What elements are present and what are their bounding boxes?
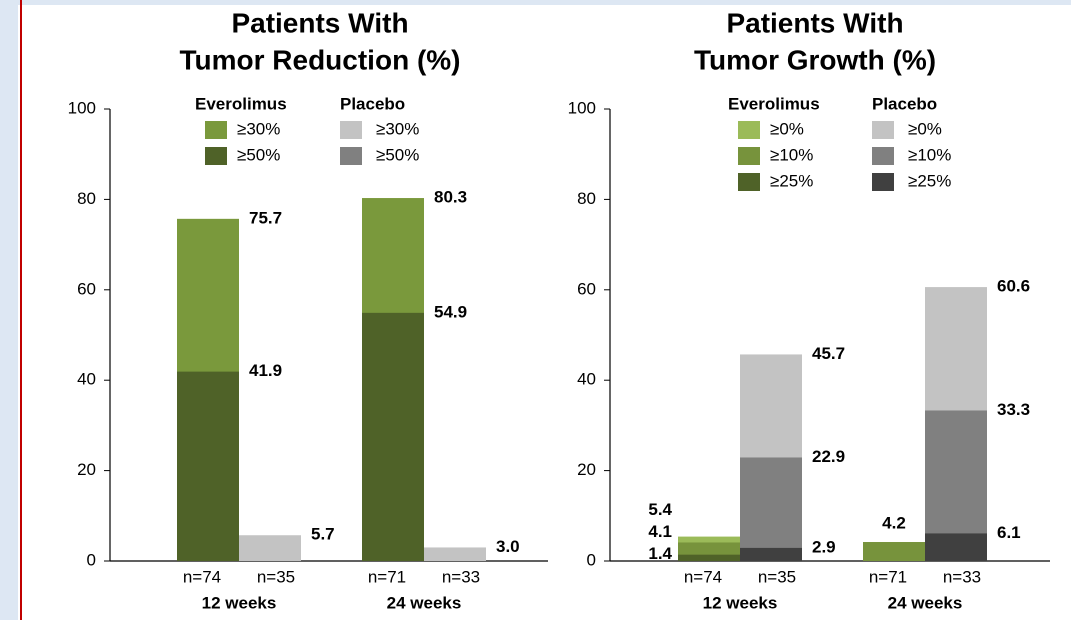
left-border [0, 0, 18, 620]
legend-label: ≥0% [908, 119, 942, 138]
data-label: 60.6 [997, 277, 1030, 296]
legend-swatch [872, 147, 894, 165]
data-label: 5.7 [311, 525, 335, 544]
data-label: 45.7 [812, 344, 845, 363]
data-label: 3.0 [496, 537, 520, 556]
legend-swatch [205, 121, 227, 139]
n-label: n=35 [257, 567, 295, 586]
n-label: n=33 [943, 567, 981, 586]
legend-header: Placebo [872, 94, 937, 113]
data-label: 1.4 [648, 544, 672, 563]
data-label: 54.9 [434, 302, 467, 321]
y-tick-label: 40 [577, 370, 596, 389]
x-category-label: 24 weeks [888, 593, 963, 612]
top-border [0, 0, 1071, 5]
n-label: n=71 [368, 567, 406, 586]
bar [740, 547, 802, 561]
chart-title: Tumor Growth (%) [694, 44, 936, 75]
legend-header: Everolimus [195, 94, 287, 113]
chart-title: Tumor Reduction (%) [179, 44, 460, 75]
data-label: 33.3 [997, 400, 1030, 419]
x-category-label: 12 weeks [202, 593, 277, 612]
data-label: 22.9 [812, 447, 845, 466]
x-category-label: 12 weeks [703, 593, 778, 612]
data-label: 41.9 [249, 361, 282, 380]
data-label: 5.4 [648, 500, 672, 519]
bar [239, 535, 301, 561]
y-tick-label: 20 [77, 460, 96, 479]
n-label: n=33 [442, 567, 480, 586]
legend-swatch [872, 121, 894, 139]
y-tick-label: 0 [587, 550, 596, 569]
legend-label: ≥10% [770, 145, 813, 164]
chart-title: Patients With [231, 7, 408, 38]
y-tick-label: 80 [77, 189, 96, 208]
y-tick-label: 0 [87, 550, 96, 569]
legend-label: ≥0% [770, 119, 804, 138]
legend-label: ≥10% [908, 145, 951, 164]
legend-swatch [738, 147, 760, 165]
data-label: 4.1 [648, 522, 672, 541]
y-tick-label: 100 [568, 98, 596, 117]
bar [863, 542, 925, 561]
legend-label: ≥50% [376, 145, 419, 164]
y-tick-label: 100 [68, 98, 96, 117]
legend-label: ≥50% [237, 145, 280, 164]
legend-swatch [872, 173, 894, 191]
n-label: n=71 [869, 567, 907, 586]
bar [177, 371, 239, 561]
y-tick-label: 40 [77, 370, 96, 389]
bar [740, 457, 802, 561]
legend-label: ≥25% [770, 171, 813, 190]
legend-header: Everolimus [728, 94, 820, 113]
bar [362, 312, 424, 561]
chart-title: Patients With [726, 7, 903, 38]
y-tick-label: 60 [77, 279, 96, 298]
n-label: n=35 [758, 567, 796, 586]
legend-label: ≥30% [237, 119, 280, 138]
legend-label: ≥30% [376, 119, 419, 138]
legend-swatch [340, 147, 362, 165]
y-tick-label: 20 [577, 460, 596, 479]
bar [424, 547, 486, 561]
bar [678, 554, 740, 561]
legend-header: Placebo [340, 94, 405, 113]
legend-swatch [205, 147, 227, 165]
legend-swatch [738, 121, 760, 139]
y-tick-label: 60 [577, 279, 596, 298]
data-label: 75.7 [249, 208, 282, 227]
legend-swatch [738, 173, 760, 191]
bar [925, 533, 987, 561]
data-label: 6.1 [997, 523, 1021, 542]
x-category-label: 24 weeks [387, 593, 462, 612]
data-label: 4.2 [882, 514, 906, 533]
data-label: 80.3 [434, 188, 467, 207]
data-label: 2.9 [812, 537, 836, 556]
n-label: n=74 [684, 567, 722, 586]
n-label: n=74 [183, 567, 221, 586]
y-tick-label: 80 [577, 189, 596, 208]
legend-label: ≥25% [908, 171, 951, 190]
legend-swatch [340, 121, 362, 139]
